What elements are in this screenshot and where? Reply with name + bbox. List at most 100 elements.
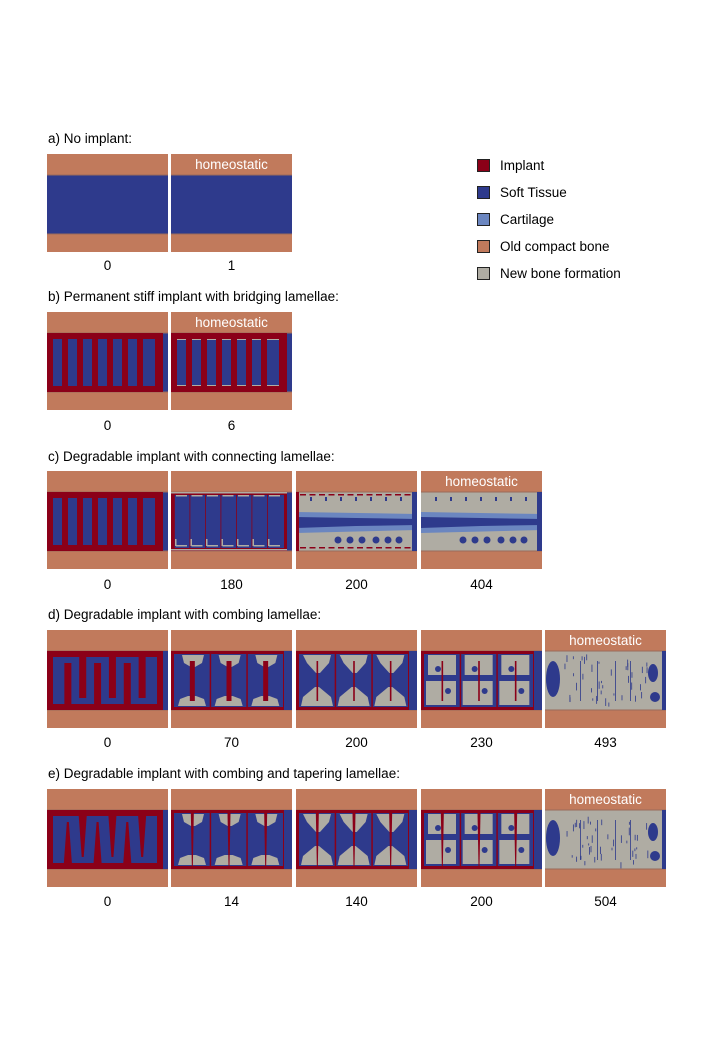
legend-swatch-soft-tissue [477, 186, 490, 199]
soft-tissue-island [648, 823, 658, 841]
implant-divider [371, 654, 373, 707]
new-bone-seam [252, 385, 261, 386]
simulation-image [171, 312, 292, 410]
implant-tooth [316, 661, 319, 701]
new-bone-seam [177, 339, 186, 340]
soft-tissue-gap [128, 498, 137, 545]
soft-tissue-speck [634, 848, 636, 852]
soft-tissue-gap [222, 339, 231, 386]
soft-tissue-gap [237, 339, 246, 386]
soft-tissue-speck [610, 669, 612, 676]
time-label: 14 [223, 894, 240, 909]
soft-tissue-speck [591, 688, 592, 693]
homeostatic-label: homeostatic [569, 633, 642, 648]
soft-tissue-gap [143, 498, 155, 545]
new-bone-seam [206, 539, 208, 546]
legend-label: Old compact bone [500, 239, 610, 254]
implant-remnant [347, 547, 354, 549]
soft-tissue-island [346, 536, 354, 544]
implant-remnant [319, 494, 325, 496]
implant-tooth [108, 816, 117, 857]
implant-tooth [514, 813, 518, 866]
time-label: 180 [220, 577, 243, 592]
implant-tooth [138, 816, 147, 857]
soft-tissue-speck [599, 846, 601, 855]
soft-tissue-gap [192, 339, 201, 386]
homeostatic-label: homeostatic [195, 157, 268, 172]
soft-tissue-speck [465, 497, 467, 501]
new-bone-seam [221, 539, 223, 546]
implant-divider [246, 654, 248, 707]
new-bone-seam [177, 385, 186, 386]
soft-tissue-trace [580, 820, 581, 860]
time-label: 0 [103, 258, 112, 273]
new-bone-seam [222, 339, 231, 340]
implant-tooth [389, 813, 393, 866]
simulation-panel: homeostatic [171, 312, 292, 410]
bone-edge [171, 174, 292, 176]
new-bone-seam [267, 339, 279, 340]
new-bone-seam [222, 545, 234, 547]
soft-tissue-speck [582, 673, 584, 680]
implant-remnant [376, 494, 382, 496]
time-label: 140 [345, 894, 368, 909]
simulation-panel: homeostatic [421, 471, 542, 569]
soft-tissue-speck [576, 856, 578, 862]
new-bone-seam [269, 545, 280, 547]
implant-divider [209, 813, 212, 866]
simulation-image [296, 789, 417, 887]
soft-tissue-gap [83, 498, 92, 545]
time-label: 0 [103, 894, 112, 909]
new-bone [462, 840, 493, 864]
soft-tissue-speck [601, 680, 602, 684]
implant-remnant [385, 547, 392, 549]
soft-tissue-island [518, 847, 525, 853]
implant-tooth [190, 813, 194, 866]
soft-tissue-speck [641, 666, 643, 674]
new-bone [426, 840, 456, 864]
implant-remnant [296, 492, 299, 551]
new-bone-seam [267, 385, 279, 386]
soft-tissue-trace [597, 661, 598, 701]
new-bone [499, 681, 530, 705]
soft-tissue-gap [143, 339, 155, 386]
soft-tissue-speck [370, 497, 372, 501]
soft-tissue-speck [525, 497, 527, 501]
simulation-panel [47, 312, 168, 410]
implant-tooth [78, 816, 87, 857]
new-bone [499, 840, 530, 864]
soft-tissue-speck [608, 702, 610, 707]
soft-tissue-island [459, 536, 467, 544]
implant-tooth [94, 663, 102, 704]
soft-tissue-speck [584, 861, 586, 866]
implant-remnant [366, 547, 373, 549]
new-bone-seam [222, 495, 234, 497]
new-bone-seam [237, 385, 246, 386]
homeostatic-label: homeostatic [445, 474, 518, 489]
soft-tissue-gap [98, 498, 107, 545]
new-bone-seam [207, 545, 218, 547]
time-label: 1 [227, 258, 236, 273]
implant-remnant [236, 495, 237, 548]
soft-tissue-speck [625, 666, 627, 670]
soft-tissue-speck [602, 685, 604, 689]
new-bone-seam [191, 495, 203, 497]
implant-divider [408, 654, 410, 707]
bone-edge [545, 709, 666, 711]
bone-edge [296, 491, 417, 493]
soft-tissue-island [648, 664, 658, 682]
implant-tooth [93, 822, 102, 863]
simulation-image [47, 312, 168, 410]
simulation-image [171, 630, 292, 728]
time-label: 200 [470, 894, 493, 909]
time-label: 504 [594, 894, 617, 909]
simulation-image [296, 471, 417, 569]
bone-edge [545, 809, 666, 811]
row-title-d: d) Degradable implant with combing lamel… [48, 607, 322, 622]
new-bone-seam [207, 339, 216, 340]
implant-remnant [338, 547, 344, 549]
new-bone-seam [252, 339, 261, 340]
time-label: 493 [594, 735, 617, 750]
soft-tissue-speck [632, 850, 634, 857]
bone-edge [545, 868, 666, 870]
